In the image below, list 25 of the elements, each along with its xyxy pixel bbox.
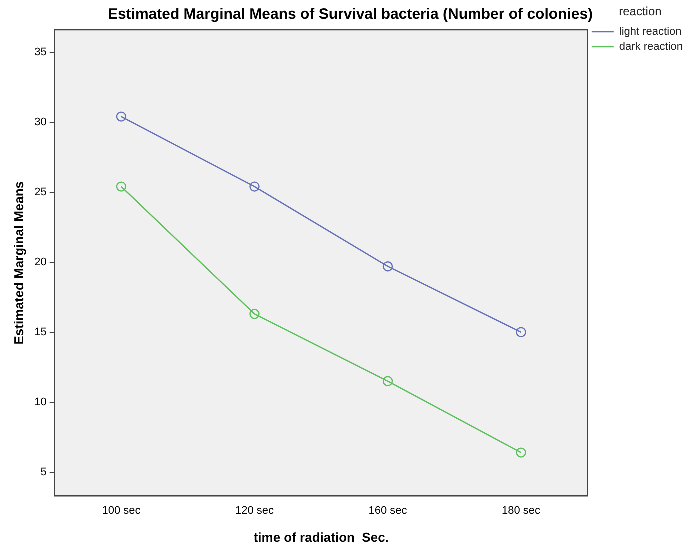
y-axis-title: Estimated Marginal Means <box>11 181 26 345</box>
point <box>382 262 394 272</box>
legend-title: reaction <box>619 4 662 18</box>
x-tick-label: 160 sec <box>368 504 408 517</box>
legend-label: dark reaction <box>619 40 684 53</box>
point <box>382 376 394 386</box>
point <box>516 448 526 458</box>
point <box>250 182 260 192</box>
point <box>516 327 526 338</box>
y-tick-label: 5 <box>40 466 47 478</box>
y-tick-label: 20 <box>34 256 47 268</box>
x-tick-label: 100 sec <box>102 504 142 517</box>
y-tick-label: 10 <box>34 396 47 408</box>
y-tick-label: 35 <box>34 46 47 58</box>
x-axis-title: time of radiation Sec. <box>254 530 389 545</box>
x-tick-label: 120 sec <box>235 504 274 517</box>
y-tick-label: 30 <box>34 116 47 128</box>
point <box>250 309 260 320</box>
x-tick-label: 180 sec <box>502 504 542 517</box>
chart-title: Estimated Marginal Means of Survival bacteria (Number of colonies) <box>108 6 594 24</box>
y-tick-label: 25 <box>34 186 47 198</box>
point <box>116 182 127 192</box>
y-tick-label: 15 <box>34 326 47 338</box>
point <box>116 112 127 122</box>
legend-label: light reaction <box>619 26 682 38</box>
